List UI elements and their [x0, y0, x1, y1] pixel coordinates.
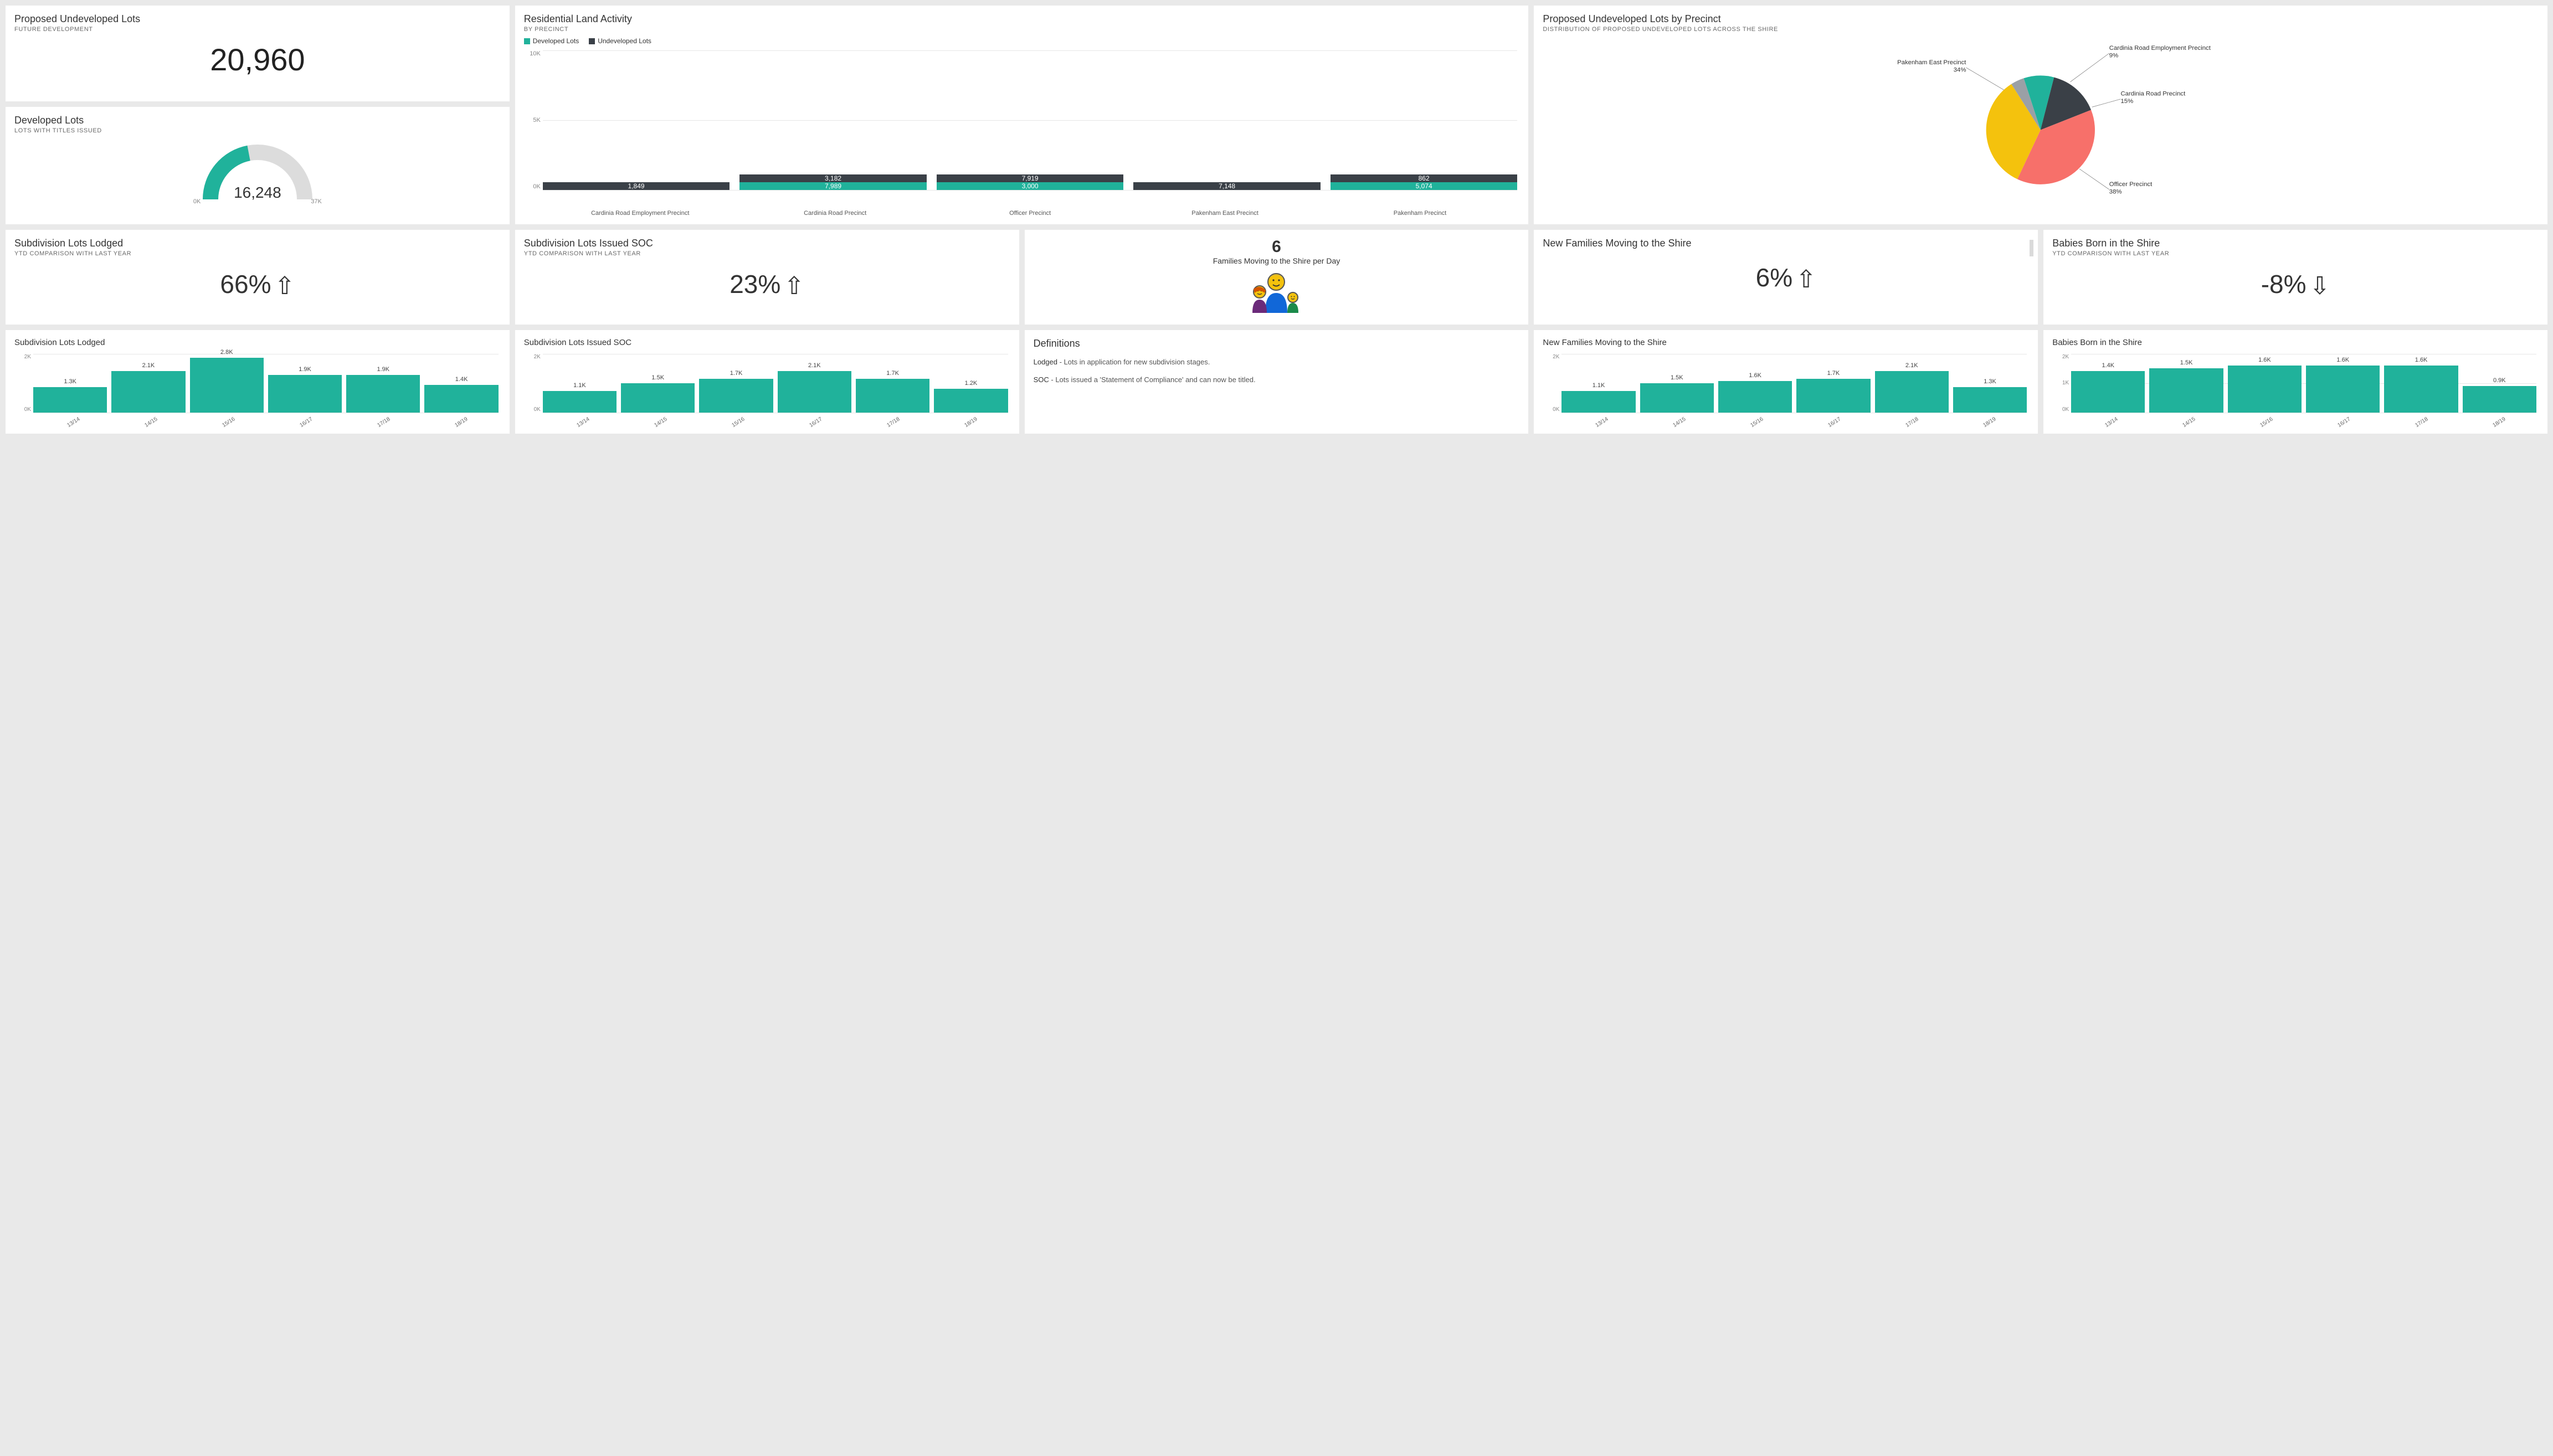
card-trend-lodged[interactable]: Subdivision Lots Lodged YTD COMPARISON W…	[6, 230, 510, 325]
svg-text:Cardinia Road Employment Preci: Cardinia Road Employment Precinct	[2109, 45, 2211, 52]
card-mini-families[interactable]: New Families Moving to the Shire 2K0K1.1…	[1534, 330, 2038, 434]
card-undeveloped-kpi[interactable]: Proposed Undeveloped Lots FUTURE DEVELOP…	[6, 6, 510, 101]
card-title: Subdivision Lots Lodged	[14, 238, 501, 249]
card-subtitle: BY PRECINCT	[524, 26, 1520, 33]
svg-text:Pakenham East Precinct: Pakenham East Precinct	[1897, 59, 1966, 66]
mini-bar-chart: 2K0K1.1K1.5K1.6K1.7K2.1K1.3K13/1414/1515…	[1543, 354, 2029, 426]
card-subtitle: LOTS WITH TITLES ISSUED	[14, 127, 501, 134]
card-subtitle: YTD COMPARISON WITH LAST YEAR	[14, 250, 501, 257]
card-trend-families[interactable]: New Families Moving to the Shire 6%⇧	[1534, 230, 2038, 325]
card-title: New Families Moving to the Shire	[1543, 238, 2029, 249]
card-title: Proposed Undeveloped Lots by Precinct	[1543, 13, 2539, 25]
families-label: Families Moving to the Shire per Day	[1034, 256, 1520, 265]
mini-bar-chart: 2K0K1.1K1.5K1.7K2.1K1.7K1.2K13/1414/1515…	[524, 354, 1010, 426]
definition-lodged: Lodged - Lots in application for new sub…	[1034, 357, 1520, 367]
families-count: 6	[1034, 238, 1520, 256]
mini-bar-chart: 2K1K0K1.4K1.5K1.6K1.6K1.6K0.9K13/1414/15…	[2052, 354, 2539, 426]
card-developed-gauge[interactable]: Developed Lots LOTS WITH TITLES ISSUED 1…	[6, 107, 510, 224]
trend-value: 23%⇧	[524, 257, 1010, 312]
svg-text:15%: 15%	[2121, 98, 2134, 105]
definition-soc: SOC - Lots issued a 'Statement of Compli…	[1034, 375, 1520, 385]
trend-value: 6%⇧	[1543, 250, 2029, 306]
card-mini-babies[interactable]: Babies Born in the Shire 2K1K0K1.4K1.5K1…	[2043, 330, 2547, 434]
svg-text:9%: 9%	[2109, 52, 2118, 59]
card-pie[interactable]: Proposed Undeveloped Lots by Precinct DI…	[1534, 6, 2547, 224]
card-mini-soc[interactable]: Subdivision Lots Issued SOC 2K0K1.1K1.5K…	[515, 330, 1019, 434]
mini-bar-chart: 2K0K1.3K2.1K2.8K1.9K1.9K1.4K13/1414/1515…	[14, 354, 501, 426]
card-title: Babies Born in the Shire	[2052, 238, 2539, 249]
card-definitions: Definitions Lodged - Lots in application…	[1025, 330, 1529, 434]
card-subtitle: FUTURE DEVELOPMENT	[14, 26, 501, 33]
svg-text:34%: 34%	[1954, 66, 1966, 73]
family-icon	[1034, 270, 1520, 317]
gauge-chart: 16,248 0K 37K	[197, 138, 319, 205]
chart-legend: Developed LotsUndeveloped Lots	[524, 37, 1520, 46]
pie-chart: Cardinia Road Employment Precinct9% Cardi…	[1543, 33, 2539, 204]
gauge-min: 0K	[193, 198, 201, 205]
definitions-title: Definitions	[1034, 338, 1520, 349]
card-families-per-day[interactable]: 6 Families Moving to the Shire per Day	[1025, 230, 1529, 325]
card-mini-lodged[interactable]: Subdivision Lots Lodged 2K0K1.3K2.1K2.8K…	[6, 330, 510, 434]
arrow-up-icon: ⇧	[275, 272, 295, 300]
card-title: Subdivision Lots Issued SOC	[524, 338, 1010, 347]
card-title: New Families Moving to the Shire	[1543, 338, 2029, 347]
svg-text:Officer Precinct: Officer Precinct	[2109, 181, 2153, 188]
card-title: Subdivision Lots Lodged	[14, 338, 501, 347]
card-subtitle: YTD COMPARISON WITH LAST YEAR	[524, 250, 1010, 257]
trend-value: 66%⇧	[14, 257, 501, 312]
svg-text:Cardinia Road Precinct: Cardinia Road Precinct	[2121, 91, 2186, 97]
kpi-value: 20,960	[14, 33, 501, 82]
stacked-bar-chart: 10K5K0K 1,8497,9893,1823,0007,9197,1485,…	[524, 50, 1520, 217]
arrow-up-icon: ⇧	[784, 272, 804, 300]
card-title: Residential Land Activity	[524, 13, 1520, 25]
trend-value: -8%⇩	[2052, 257, 2539, 312]
dashboard-grid: Proposed Undeveloped Lots FUTURE DEVELOP…	[6, 6, 2547, 434]
card-title: Subdivision Lots Issued SOC	[524, 238, 1010, 249]
card-trend-soc[interactable]: Subdivision Lots Issued SOC YTD COMPARIS…	[515, 230, 1019, 325]
card-title: Developed Lots	[14, 115, 501, 126]
gauge-max: 37K	[311, 198, 322, 205]
arrow-down-icon: ⇩	[2310, 272, 2330, 300]
card-title: Babies Born in the Shire	[2052, 338, 2539, 347]
card-land-activity[interactable]: Residential Land Activity BY PRECINCT De…	[515, 6, 1529, 224]
card-subtitle: YTD COMPARISON WITH LAST YEAR	[2052, 250, 2539, 257]
arrow-up-icon: ⇧	[1796, 266, 1816, 293]
scrollbar-icon[interactable]	[2030, 240, 2033, 256]
card-title: Proposed Undeveloped Lots	[14, 13, 501, 25]
card-trend-babies[interactable]: Babies Born in the Shire YTD COMPARISON …	[2043, 230, 2547, 325]
svg-text:38%: 38%	[2109, 188, 2122, 195]
gauge-value: 16,248	[197, 184, 319, 202]
card-subtitle: DISTRIBUTION OF PROPOSED UNDEVELOPED LOT…	[1543, 26, 2539, 33]
